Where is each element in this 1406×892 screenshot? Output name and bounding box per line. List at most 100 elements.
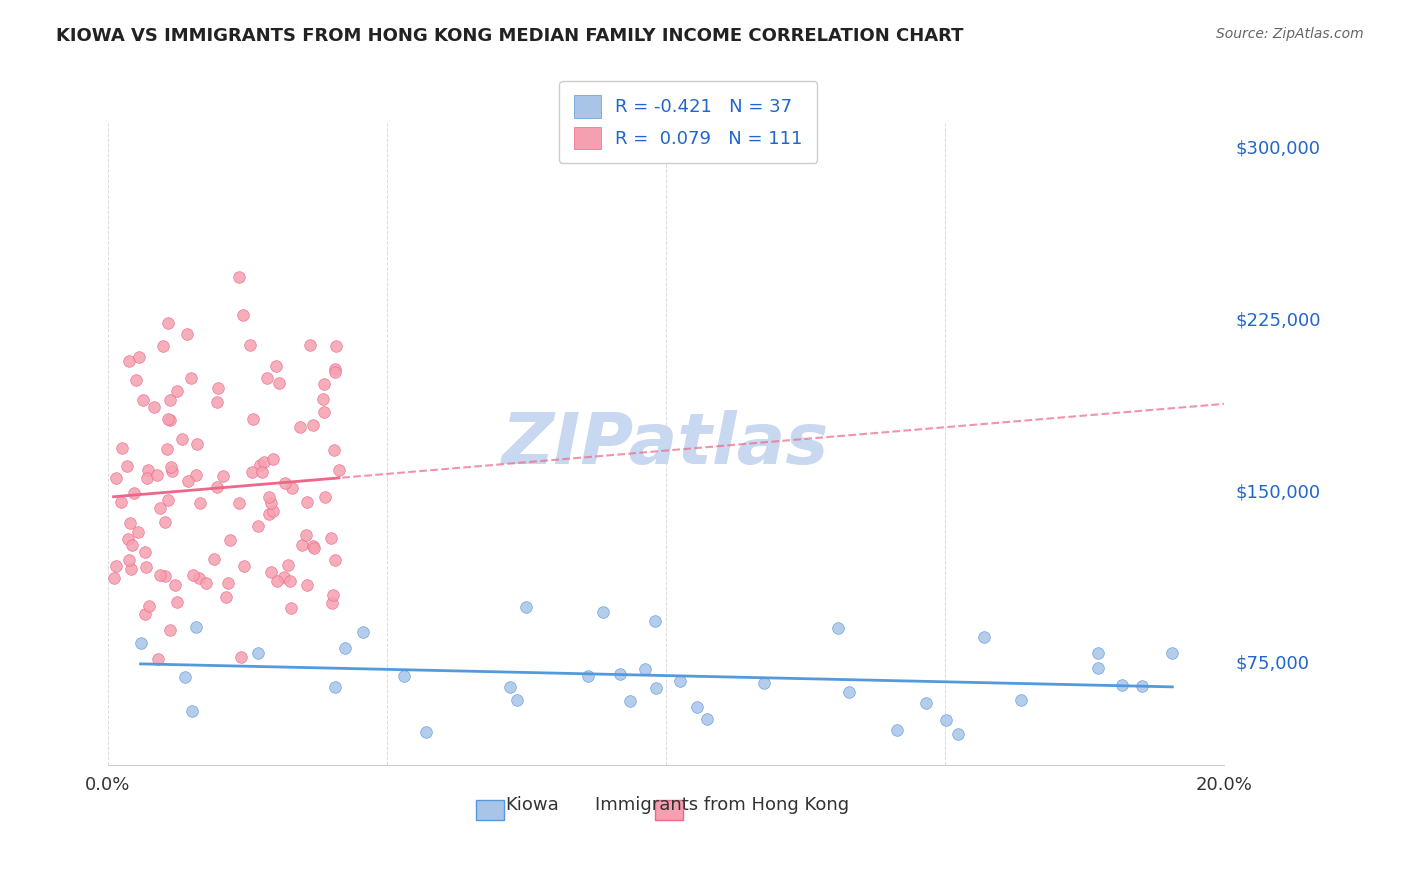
Point xyxy=(827,621,849,635)
Point xyxy=(886,723,908,737)
Point xyxy=(1087,661,1109,675)
Point xyxy=(249,458,271,472)
Point xyxy=(302,418,325,433)
Point xyxy=(1130,679,1153,693)
Point xyxy=(117,533,139,547)
Point xyxy=(160,463,183,477)
Point xyxy=(257,490,280,504)
Point xyxy=(260,565,283,579)
Point xyxy=(262,452,284,467)
Point xyxy=(170,432,193,446)
Point xyxy=(266,359,288,373)
Point xyxy=(915,696,938,710)
Point xyxy=(246,519,269,533)
Point xyxy=(125,373,148,387)
Point xyxy=(253,455,276,469)
Point xyxy=(278,574,301,588)
Point xyxy=(302,541,325,555)
Point xyxy=(202,552,225,566)
Point xyxy=(128,351,150,365)
Point xyxy=(190,496,212,510)
Point xyxy=(321,596,343,610)
Text: Source: ZipAtlas.com: Source: ZipAtlas.com xyxy=(1216,27,1364,41)
Point xyxy=(118,354,141,368)
Point xyxy=(120,516,142,530)
Point xyxy=(328,463,350,477)
Legend: R = -0.421   N = 37, R =  0.079   N = 111: R = -0.421 N = 37, R = 0.079 N = 111 xyxy=(560,81,817,163)
Point xyxy=(177,475,200,489)
Point xyxy=(228,496,250,510)
Point xyxy=(333,640,356,655)
Point xyxy=(115,459,138,474)
Point xyxy=(644,615,666,629)
Point xyxy=(277,558,299,572)
Point xyxy=(156,316,179,330)
Point xyxy=(323,443,346,458)
Point xyxy=(134,607,156,621)
Point xyxy=(246,646,269,660)
Point xyxy=(506,692,529,706)
Point xyxy=(294,528,316,542)
Point xyxy=(298,338,321,352)
Point xyxy=(295,495,318,509)
Point xyxy=(267,376,290,391)
Point xyxy=(752,676,775,690)
Point xyxy=(180,704,202,718)
Point xyxy=(311,392,333,407)
Point xyxy=(325,680,347,694)
Point xyxy=(165,578,187,592)
Point xyxy=(392,668,415,682)
Point xyxy=(1111,677,1133,691)
Point xyxy=(219,533,242,548)
Point xyxy=(156,411,179,425)
Point xyxy=(242,411,264,425)
Point xyxy=(142,400,165,414)
Point xyxy=(135,471,157,485)
Point xyxy=(669,673,692,688)
Point xyxy=(146,468,169,483)
Point xyxy=(256,371,278,385)
Point xyxy=(187,571,209,585)
Point xyxy=(186,620,208,634)
Point xyxy=(323,365,346,379)
Point xyxy=(295,578,318,592)
Point xyxy=(149,501,172,516)
Point xyxy=(302,539,325,553)
Point xyxy=(228,270,250,285)
Point xyxy=(645,681,668,696)
Point xyxy=(240,465,263,479)
Point xyxy=(159,413,181,427)
Point xyxy=(576,669,599,683)
Text: Immigrants from Hong Kong: Immigrants from Hong Kong xyxy=(595,796,849,814)
Point xyxy=(146,651,169,665)
Point xyxy=(152,339,174,353)
Point xyxy=(266,574,288,588)
Point xyxy=(685,699,707,714)
Point xyxy=(314,490,336,504)
Point xyxy=(291,538,314,552)
Point xyxy=(838,685,860,699)
Point xyxy=(156,493,179,508)
Point xyxy=(312,405,335,419)
Point xyxy=(181,567,204,582)
Point xyxy=(280,482,302,496)
Text: Kiowa: Kiowa xyxy=(505,796,560,814)
Point xyxy=(121,539,143,553)
Point xyxy=(195,575,218,590)
Point xyxy=(609,667,631,681)
Point xyxy=(104,470,127,484)
Point xyxy=(184,468,207,483)
Point xyxy=(132,393,155,408)
Point xyxy=(515,599,537,614)
Point xyxy=(186,437,208,451)
Point xyxy=(325,339,347,353)
Point xyxy=(217,576,239,591)
Point xyxy=(159,393,181,408)
Point xyxy=(319,531,342,545)
Point xyxy=(207,480,229,494)
Point xyxy=(215,591,238,605)
Point xyxy=(239,338,262,352)
Point xyxy=(103,571,125,585)
Point xyxy=(619,694,641,708)
Point xyxy=(1010,692,1032,706)
